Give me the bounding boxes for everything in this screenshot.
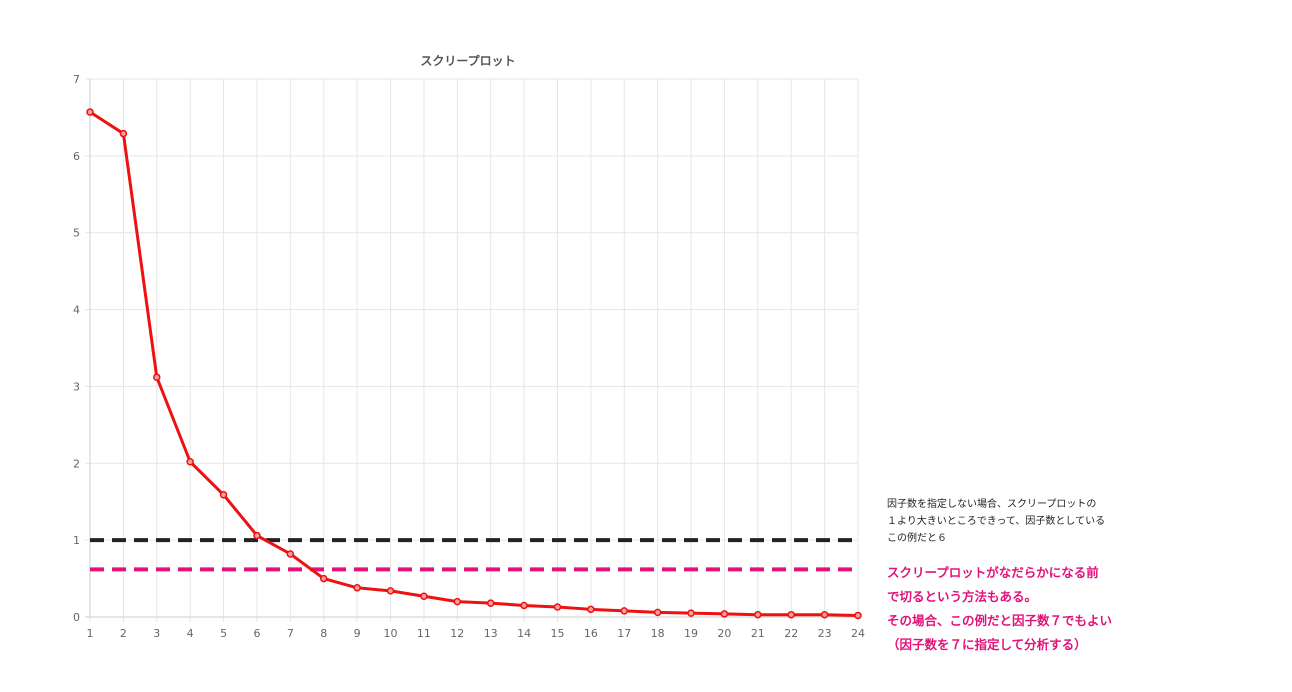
x-tick-label: 16 [584, 627, 598, 640]
grid-layer [85, 78, 859, 622]
data-point [219, 491, 228, 499]
x-tick-label: 21 [751, 627, 765, 640]
x-tick-label: 3 [153, 627, 160, 640]
x-tick-label: 17 [617, 627, 631, 640]
x-tick-label: 6 [253, 627, 260, 640]
reference-lines [90, 538, 858, 572]
x-tick-label: 11 [417, 627, 431, 640]
threshold-annotation-pink: スクリープロットがなだらかになる前 で切るという方法もある。 その場合、この例だ… [887, 565, 1113, 652]
x-tick-label: 9 [354, 627, 361, 640]
data-point [153, 373, 161, 381]
data-point [119, 129, 128, 138]
y-tick-label: 1 [73, 534, 80, 547]
data-point [854, 611, 862, 620]
x-tick-label: 8 [320, 627, 327, 640]
x-tick-label: 22 [784, 627, 798, 640]
y-tick-label: 3 [73, 380, 80, 393]
x-tick-label: 13 [484, 627, 498, 640]
data-point [86, 108, 94, 116]
series-layer [86, 108, 862, 620]
data-point [319, 574, 328, 583]
y-tick-label: 5 [73, 227, 80, 240]
threshold-annotation-black: 因子数を指定しない場合、スクリープロットの １より大きいところできって、因子数と… [887, 499, 1106, 544]
x-tick-label: 14 [517, 627, 531, 640]
y-tick-label: 6 [73, 150, 80, 163]
data-point [486, 599, 495, 607]
x-tick-label: 15 [550, 627, 564, 640]
y-tick-label: 4 [73, 304, 80, 317]
data-point [687, 609, 695, 617]
x-tick-label: 4 [187, 627, 194, 640]
y-tick-label: 0 [73, 611, 80, 624]
data-point [754, 610, 762, 619]
x-tick-label: 18 [651, 627, 665, 640]
x-tick-label: 19 [684, 627, 698, 640]
data-point [186, 457, 194, 466]
x-tick-label: 1 [87, 627, 94, 640]
data-point [286, 550, 295, 558]
data-point [520, 601, 528, 610]
x-tick-label: 2 [120, 627, 127, 640]
data-point [420, 592, 428, 600]
data-point [253, 531, 261, 540]
tick-labels: 1 2 3 4 5 6 7 8 9 10 11 12 13 14 15 16 17 18 19 20 21 22 23 240… [73, 73, 865, 640]
data-point [353, 584, 361, 592]
data-point [620, 607, 629, 615]
data-point [820, 610, 829, 619]
data-point [587, 605, 595, 614]
x-tick-label: 5 [220, 627, 227, 640]
data-point [787, 610, 795, 619]
x-tick-label: 7 [287, 627, 294, 640]
y-tick-label: 2 [73, 457, 80, 470]
y-tick-label: 7 [73, 73, 80, 86]
data-point [720, 610, 729, 618]
data-point [453, 597, 462, 606]
data-point [553, 603, 562, 611]
chart-title: スクリープロット [420, 53, 515, 68]
eigenvalue-line [89, 110, 859, 617]
x-tick-label: 12 [450, 627, 464, 640]
x-tick-label: 10 [384, 627, 398, 640]
x-tick-label: 24 [851, 627, 865, 640]
data-point [386, 587, 395, 595]
data-point [653, 608, 662, 617]
x-tick-label: 20 [717, 627, 731, 640]
x-tick-label: 23 [818, 627, 832, 640]
